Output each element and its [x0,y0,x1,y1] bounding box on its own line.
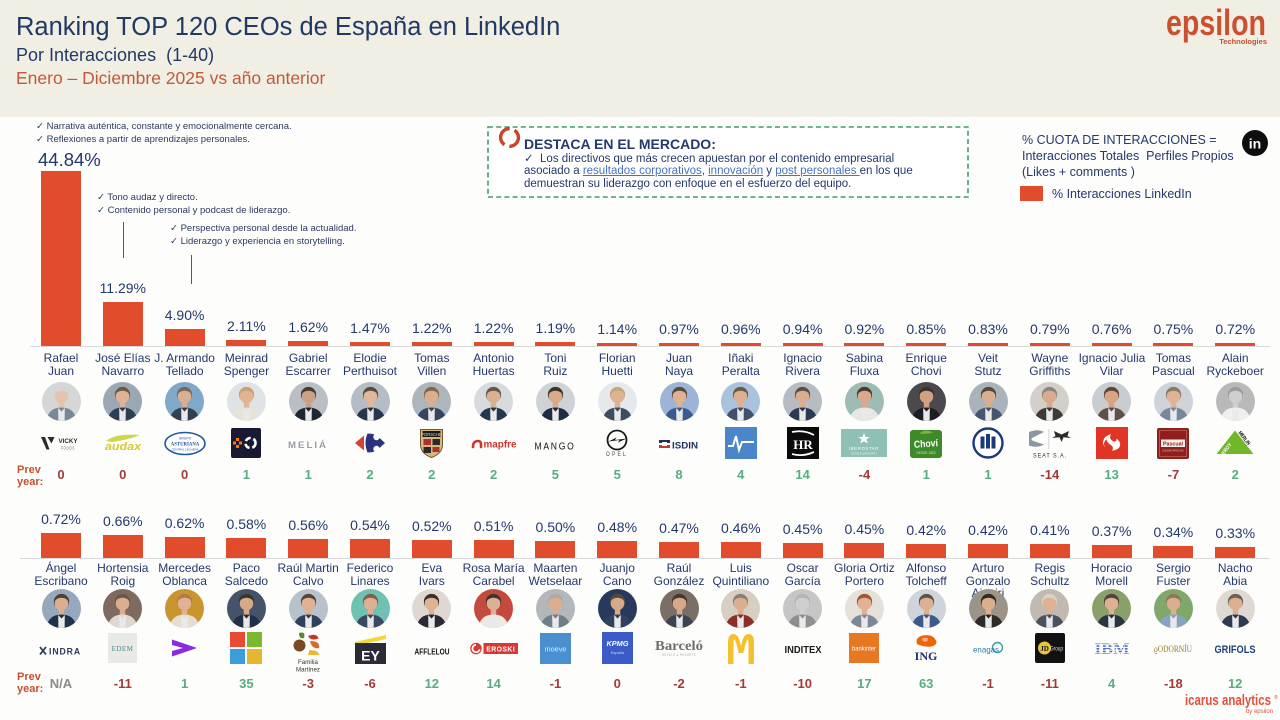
svg-text:INDRA: INDRA [49,646,81,656]
svg-text:CALIDAD PASCUAL: CALIDAD PASCUAL [1162,449,1185,452]
svg-text:HR: HR [793,437,813,452]
svg-text:MANGO: MANGO [535,441,576,451]
svg-text:Martínez: Martínez [296,667,320,674]
svg-text:GRIFOLS: GRIFOLS [1215,644,1256,655]
svg-text:ϱODORNÍU: ϱODORNÍU [1154,643,1192,655]
svg-text:®: ® [1274,694,1278,701]
svg-text:VICKY: VICKY [59,438,79,445]
svg-text:icarus analytics: icarus analytics [1185,693,1271,709]
svg-text:AFFLELOU: AFFLELOU [414,647,449,657]
svg-text:CENTRAL LECHERA: CENTRAL LECHERA [171,447,198,451]
svg-text:HOTELS & RESORTS: HOTELS & RESORTS [662,653,696,657]
svg-text:mapfre: mapfre [483,440,516,451]
svg-text:FOODS: FOODS [61,446,75,451]
svg-text:by epsilon: by epsilon [1246,709,1273,715]
svg-text:moeve: moeve [544,644,566,653]
svg-text:EDEM: EDEM [112,645,134,653]
svg-text:GRUPO: GRUPO [178,436,191,440]
svg-text:enagas: enagas [973,644,999,654]
svg-text:SEAT S.A.: SEAT S.A. [1033,454,1067,460]
svg-text:España: España [610,650,624,655]
svg-text:KPMG: KPMG [606,639,628,648]
svg-text:Familia: Familia [298,659,318,666]
svg-text:MELIÁ: MELIÁ [288,440,328,450]
svg-text:Group: Group [1050,647,1064,653]
svg-text:ASTURIANA: ASTURIANA [170,442,199,447]
svg-text:EROSKI: EROSKI [486,644,515,653]
svg-text:Choví: Choví [914,438,940,451]
svg-text:ISDIN: ISDIN [672,441,698,451]
svg-text:OPEL: OPEL [606,451,628,457]
svg-text:JD: JD [1040,645,1049,653]
svg-text:PORSCHE: PORSCHE [421,431,442,436]
svg-text:DESDE 1923: DESDE 1923 [917,451,936,455]
svg-text:Pascual: Pascual [1163,441,1183,447]
svg-text:HOTELS & RESORTS: HOTELS & RESORTS [851,452,877,456]
svg-text:EY: EY [361,647,380,663]
svg-text:in: in [1249,136,1261,152]
svg-text:INDITEX: INDITEX [784,644,821,655]
svg-text:IBM: IBM [1094,641,1129,656]
svg-text:audax: audax [105,441,142,453]
svg-text:bankinter: bankinter [852,647,876,653]
svg-text:epsilon: epsilon [1166,4,1266,43]
svg-text:Barceló: Barceló [655,638,703,653]
svg-text:ING: ING [915,649,938,663]
svg-text:IBEROSTAR: IBEROSTAR [849,446,879,451]
svg-text:Technologies: Technologies [1219,37,1267,46]
